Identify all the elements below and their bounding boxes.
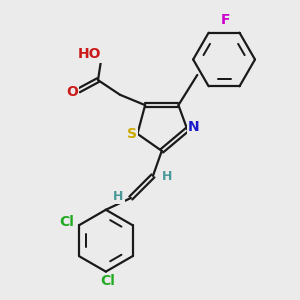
Text: O: O	[67, 85, 78, 99]
Text: F: F	[221, 13, 230, 27]
Text: HO: HO	[78, 47, 101, 61]
Text: N: N	[188, 120, 200, 134]
Text: S: S	[127, 128, 137, 141]
Text: Cl: Cl	[59, 215, 74, 229]
Text: H: H	[113, 190, 124, 203]
Text: H: H	[162, 170, 172, 183]
Text: Cl: Cl	[100, 274, 115, 288]
